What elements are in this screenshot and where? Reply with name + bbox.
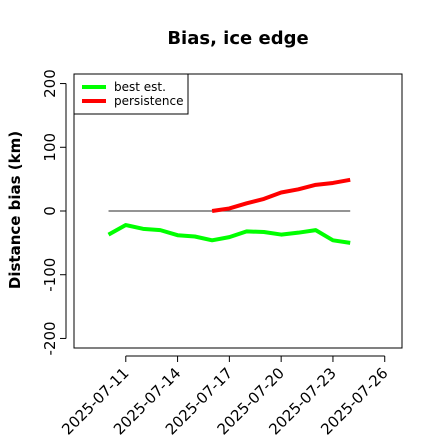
y-tick-label: -100 <box>41 258 59 292</box>
legend-label: best est. <box>114 80 166 94</box>
y-tick-label: 100 <box>41 133 59 162</box>
x-axis: 2025-07-112025-07-142025-07-172025-07-20… <box>58 355 392 438</box>
y-tick-label: 200 <box>41 69 59 98</box>
chart-title: Bias, ice edge <box>167 28 308 49</box>
legend-box <box>73 73 189 115</box>
y-tick-label: 0 <box>41 206 59 216</box>
y-axis: -200 -100 0 100 200 <box>41 69 67 355</box>
y-axis-label: Distance bias (km) <box>6 131 24 289</box>
series-line-best-est <box>107 223 351 245</box>
legend: best est.persistence <box>73 73 189 115</box>
y-tick-label: -200 <box>41 321 59 355</box>
legend-label: persistence <box>114 94 183 108</box>
series-line-persistence <box>211 177 351 213</box>
plot-frame <box>73 73 403 349</box>
series-layer <box>107 177 351 245</box>
